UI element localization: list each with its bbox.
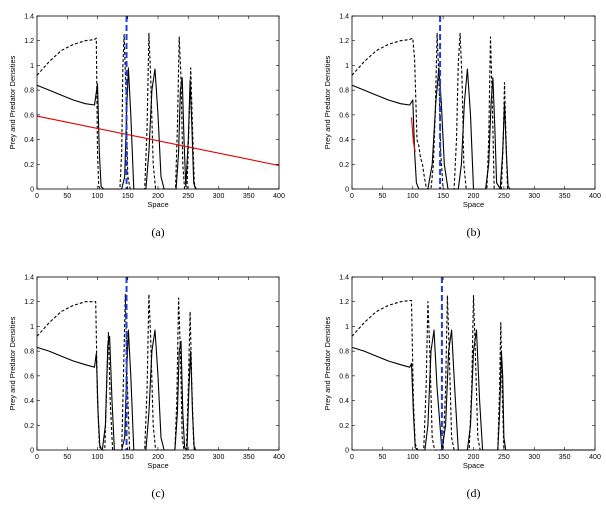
y-tick-label: 0	[345, 448, 349, 455]
y-axis-label: Prey and Predator Densities	[323, 55, 332, 149]
x-axis-label: Space	[463, 461, 484, 470]
x-axis-label: Space	[463, 200, 484, 209]
x-tick-label: 50	[378, 193, 386, 200]
chart-panel: 0 50 100 150 200 250 300 350 400 0 0.2 0.4 0.6 0.8 1 1.…	[8, 14, 285, 240]
x-axis-label: Space	[147, 461, 168, 470]
chart-panel: 0 50 100 150 200 250 300 350 400 0 0.2 0.4 0.6 0.8 1 1.…	[8, 275, 285, 501]
x-tick-label: 150	[437, 454, 449, 461]
plot-frame	[36, 15, 280, 190]
y-tick-label: 1.4	[339, 14, 349, 21]
chart-panel: 0 50 100 150 200 250 300 350 400 0 0.2 0.4 0.6 0.8 1 1.…	[323, 14, 601, 240]
x-tick-label: 100	[92, 454, 104, 461]
x-tick-label: 350	[559, 193, 571, 200]
x-tick-label: 100	[407, 193, 419, 200]
y-tick-label: 0.4	[24, 398, 34, 405]
y-tick-label: 0.6	[339, 373, 349, 380]
x-tick-label: 200	[468, 454, 480, 461]
x-tick-label: 400	[589, 454, 601, 461]
y-tick-label: 0.2	[339, 423, 349, 430]
y-tick-label: 0	[345, 187, 349, 194]
y-tick-label: 1	[30, 63, 34, 70]
x-tick-label: 200	[152, 454, 164, 461]
solid-series-line	[410, 117, 416, 152]
x-tick-label: 400	[273, 193, 285, 200]
y-tick-label: 0.4	[339, 398, 349, 405]
x-tick-label: 250	[498, 193, 510, 200]
x-tick-label: 250	[182, 193, 194, 200]
panel-caption: (c)	[151, 486, 164, 500]
plot-frame	[351, 15, 596, 190]
x-tick-label: 0	[350, 454, 354, 461]
dashed-series-line	[351, 294, 595, 451]
x-tick-label: 350	[559, 454, 571, 461]
panel-caption: (d)	[467, 486, 481, 500]
y-tick-label: 1.4	[24, 14, 34, 21]
y-tick-label: 1.2	[24, 38, 34, 45]
y-tick-label: 1.2	[339, 299, 349, 306]
x-tick-label: 300	[213, 193, 225, 200]
y-tick-label: 0.2	[339, 162, 349, 169]
y-tick-label: 0.6	[24, 373, 34, 380]
y-tick-label: 0.8	[339, 88, 349, 95]
y-tick-label: 0	[30, 448, 34, 455]
y-tick-label: 0.6	[339, 112, 349, 119]
y-tick-label: 0.2	[24, 423, 34, 430]
x-tick-label: 300	[528, 454, 540, 461]
y-tick-label: 0.6	[24, 112, 34, 119]
x-tick-label: 150	[437, 193, 449, 200]
x-tick-label: 50	[63, 454, 71, 461]
x-tick-label: 100	[407, 454, 419, 461]
y-tick-label: 1.2	[339, 38, 349, 45]
plot-frame	[36, 276, 280, 451]
x-tick-label: 0	[35, 193, 39, 200]
y-tick-label: 1	[345, 63, 349, 70]
y-tick-label: 1	[30, 324, 34, 331]
y-tick-label: 1.4	[339, 275, 349, 282]
y-tick-label: 0.4	[339, 137, 349, 144]
x-tick-label: 200	[468, 193, 480, 200]
x-axis-label: Space	[147, 200, 168, 209]
x-tick-label: 250	[498, 454, 510, 461]
panel-caption: (a)	[151, 225, 164, 239]
x-tick-label: 0	[350, 193, 354, 200]
y-tick-label: 0.8	[24, 349, 34, 356]
solid-series-line	[36, 115, 280, 167]
y-tick-label: 1	[345, 324, 349, 331]
x-tick-label: 250	[182, 454, 194, 461]
x-tick-label: 350	[243, 454, 255, 461]
x-tick-label: 150	[122, 454, 134, 461]
y-axis-label: Prey and Predator Densities	[8, 316, 17, 410]
solid-series-line	[36, 67, 279, 190]
x-tick-label: 400	[589, 193, 601, 200]
y-tick-label: 0	[30, 187, 34, 194]
solid-series-line	[351, 329, 595, 451]
panel-caption: (b)	[467, 225, 481, 239]
x-tick-label: 400	[273, 454, 285, 461]
x-tick-label: 300	[528, 193, 540, 200]
x-tick-label: 0	[35, 454, 39, 461]
y-axis-label: Prey and Predator Densities	[323, 316, 332, 410]
x-tick-label: 350	[243, 193, 255, 200]
x-tick-label: 50	[63, 193, 71, 200]
y-axis-label: Prey and Predator Densities	[8, 55, 17, 149]
x-tick-label: 200	[152, 193, 164, 200]
y-tick-label: 0.8	[339, 349, 349, 356]
chart-panel: 0 50 100 150 200 250 300 350 400 0 0.2 0.4 0.6 0.8 1 1.…	[323, 275, 601, 501]
y-tick-label: 1.4	[24, 275, 34, 282]
x-tick-label: 300	[213, 454, 225, 461]
x-tick-label: 100	[92, 193, 104, 200]
dashed-series-line	[351, 32, 595, 190]
y-tick-label: 1.2	[24, 299, 34, 306]
y-tick-label: 0.4	[24, 137, 34, 144]
x-tick-label: 50	[378, 454, 386, 461]
x-tick-label: 150	[122, 193, 134, 200]
y-tick-label: 0.2	[24, 162, 34, 169]
solid-series-line	[36, 329, 279, 451]
solid-series-line	[351, 67, 595, 190]
y-tick-label: 0.8	[24, 88, 34, 95]
